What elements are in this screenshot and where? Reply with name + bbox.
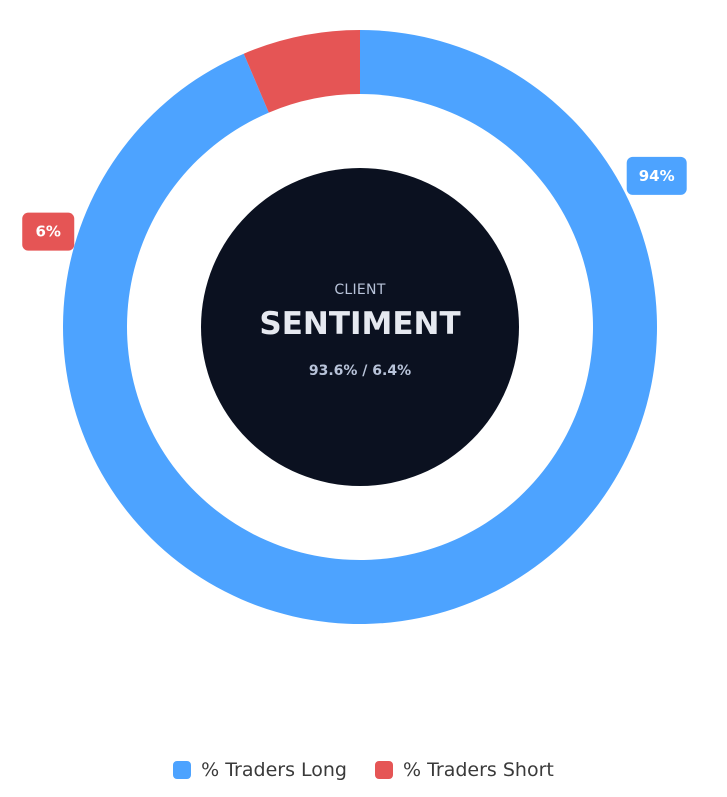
legend-swatch-short bbox=[374, 761, 393, 779]
donut-slices bbox=[63, 30, 658, 624]
legend-label-long: % Traders Long bbox=[201, 759, 347, 781]
legend-label-short: % Traders Short bbox=[402, 759, 554, 781]
data-label-long: 94% bbox=[626, 156, 687, 195]
slice-labels: 94% 6% bbox=[22, 156, 687, 251]
center-title: SENTIMENT bbox=[259, 306, 460, 342]
legend-item-long[interactable]: % Traders Long bbox=[173, 759, 347, 781]
center-ratio: 93.6% / 6.4% bbox=[309, 363, 411, 379]
data-label-text-long: 94% bbox=[639, 167, 675, 185]
legend: % Traders Long % Traders Short bbox=[0, 755, 727, 785]
slice-short[interactable] bbox=[243, 30, 360, 113]
data-label-box-short bbox=[22, 212, 75, 251]
center-subtitle: CLIENT bbox=[334, 282, 386, 298]
donut-chart: CLIENT SENTIMENT 93.6% / 6.4% 94% 6% bbox=[22, 30, 687, 624]
data-label-box-long bbox=[626, 156, 687, 195]
data-label-text-short: 6% bbox=[36, 223, 61, 241]
legend-swatch-long bbox=[173, 761, 192, 779]
center-disc bbox=[201, 168, 519, 486]
data-label-short: 6% bbox=[22, 212, 75, 251]
legend-item-short[interactable]: % Traders Short bbox=[374, 759, 554, 781]
